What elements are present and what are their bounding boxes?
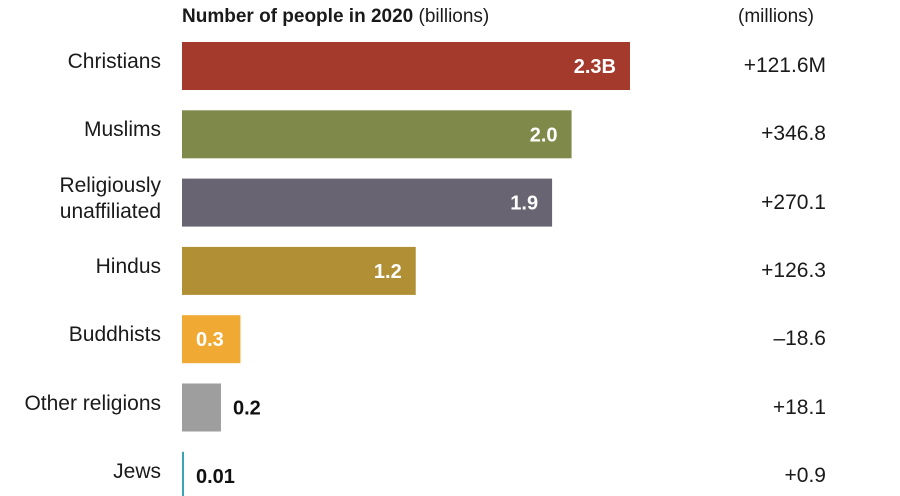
bar-6 (182, 451, 184, 496)
category-label-3: Hindus (96, 254, 161, 280)
bar-0 (182, 42, 630, 90)
bar-value-label-0: 2.3B (574, 56, 616, 78)
category-label-line: unaffiliated (59, 199, 161, 223)
change-value-2: +270.1 (761, 190, 826, 214)
bar-2 (182, 178, 553, 227)
category-label-line: Buddhists (68, 323, 161, 347)
category-label-1: Muslims (84, 117, 161, 143)
bar-value-label-3: 1.2 (374, 261, 402, 283)
category-label-4: Buddhists (69, 322, 161, 348)
category-label-line: Christians (67, 50, 161, 73)
category-label-line: Hindus (95, 254, 161, 278)
bar-value-label-5: 0.2 (233, 398, 261, 420)
bar-value-label-4: 0.3 (196, 329, 224, 351)
chart-title: Number of people in 2020 (billions) (182, 4, 489, 30)
bar-4 (182, 315, 241, 364)
bar-value-label-1: 2.0 (530, 124, 558, 146)
change-value-3: +126.3 (761, 258, 826, 282)
bar-3 (182, 246, 416, 295)
change-column-header: (millions) (738, 6, 814, 27)
change-value-4: –18.6 (773, 327, 826, 351)
bar-value-label-6: 0.01 (196, 466, 235, 488)
category-label-5: Other religions (24, 391, 161, 417)
category-label-line: Other religions (24, 391, 161, 415)
chart-title-main: Number of people in 2020 (182, 6, 414, 27)
change-value-0: +121.6M (743, 54, 826, 77)
category-label-line: Religiously (59, 173, 161, 197)
category-label-0: Christians (68, 49, 161, 75)
bar-1 (182, 110, 572, 159)
bar-value-label-2: 1.9 (510, 193, 538, 215)
category-label-line: Muslims (84, 118, 161, 142)
category-label-2: Religiously unaffiliated (59, 173, 161, 225)
change-value-6: +0.9 (784, 463, 826, 487)
bar-5 (182, 383, 221, 432)
change-value-1: +346.8 (761, 122, 826, 146)
chart-title-unit: (billions) (418, 6, 490, 27)
category-label-line: Jews (113, 459, 161, 483)
category-label-6: Jews (113, 459, 161, 485)
change-value-5: +18.1 (772, 395, 826, 419)
